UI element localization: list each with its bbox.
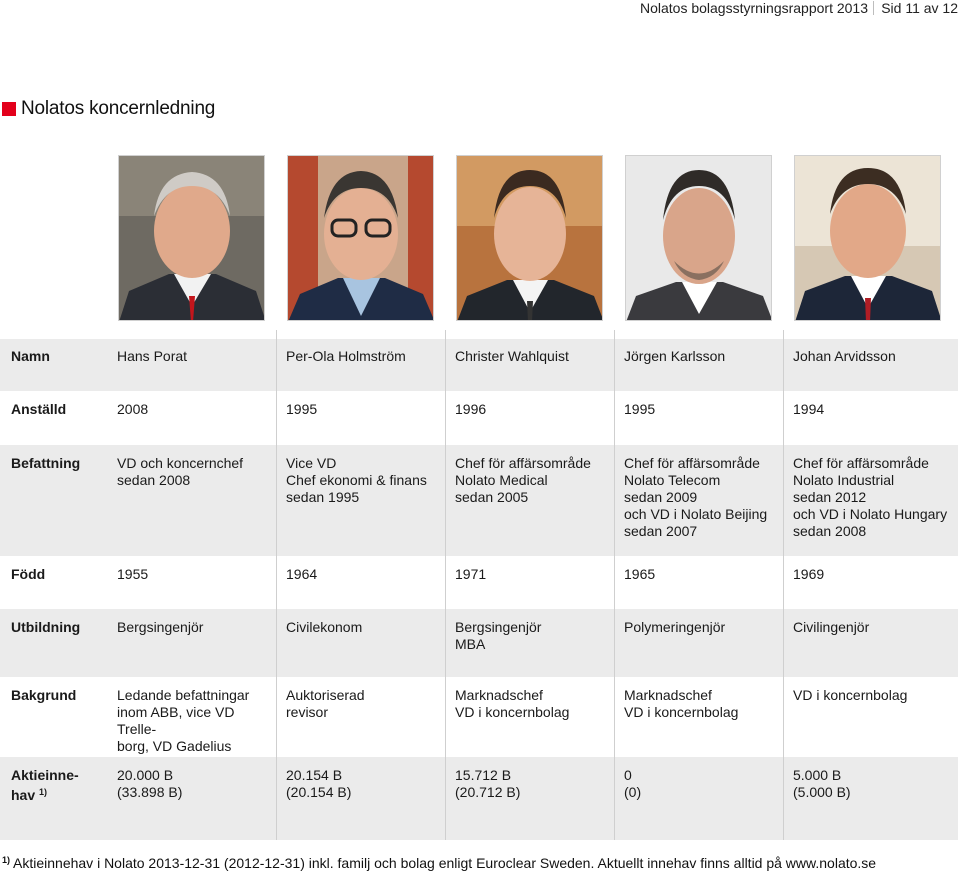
page-number: Sid 11 av 12 — [881, 0, 958, 16]
footnote-ref: 1) — [39, 787, 48, 797]
portrait-christer-wahlquist — [456, 155, 603, 321]
cell-value: Civilekonom — [286, 619, 363, 635]
report-title: Nolatos bolagsstyrningsrapport 2013 — [639, 0, 868, 16]
row-bakgrund: Bakgrund Ledande befattningar inom ABB, … — [0, 677, 958, 771]
section-title: Nolatos koncernledning — [21, 98, 216, 119]
portrait-hans-porat — [118, 155, 265, 321]
cell-value: Johan Arvidsson — [793, 348, 896, 364]
cell-value: 0 (0) — [624, 767, 642, 800]
cell-value: 2008 — [117, 401, 149, 417]
cell-value: Polymeringenjör — [624, 619, 726, 635]
cell-value: Per-Ola Holmström — [286, 348, 406, 364]
row-label-text: Aktieinne- hav — [11, 767, 79, 803]
row-label: Född — [11, 566, 46, 582]
cell-value: VD i koncernbolag — [793, 687, 908, 703]
row-anstalld: Anställd 2008 1995 1996 1995 1994 — [0, 391, 958, 445]
cell-value: Chef för affärsområde Nolato Industrial … — [793, 455, 948, 539]
cell-value: 1995 — [286, 401, 318, 417]
column-divider — [783, 330, 784, 840]
portrait-per-ola-holmstrom — [287, 155, 434, 321]
cell-value: 1994 — [793, 401, 825, 417]
row-label: Utbildning — [11, 619, 81, 635]
cell-value: Chef för affärsområde Nolato Medical sed… — [455, 455, 591, 505]
header-divider — [873, 1, 874, 15]
cell-value: Chef för affärsområde Nolato Telecom sed… — [624, 455, 768, 539]
row-namn: Namn Hans Porat Per-Ola Holmström Christ… — [0, 339, 958, 391]
cell-value: Christer Wahlquist — [455, 348, 569, 364]
footnote: 1) Aktieinnehav i Nolato 2013-12-31 (2012… — [2, 855, 876, 871]
cell-value: 1955 — [117, 566, 149, 582]
cell-value: 1964 — [286, 566, 318, 582]
page-header: Nolatos bolagsstyrningsrapport 2013 Sid … — [0, 0, 960, 16]
cell-value: VD och koncernchef sedan 2008 — [117, 455, 244, 488]
row-utbildning: Utbildning Bergsingenjör Civilekonom Ber… — [0, 609, 958, 677]
row-befattning: Befattning VD och koncernchef sedan 2008… — [0, 445, 958, 556]
cell-value: 20.000 B (33.898 B) — [117, 767, 183, 800]
cell-value: 1969 — [793, 566, 825, 582]
cell-value: 1995 — [624, 401, 656, 417]
row-label: Bakgrund — [11, 687, 77, 703]
row-label: Befattning — [11, 455, 81, 471]
row-aktieinnehav: Aktieinne- hav 1) 20.000 B (33.898 B) 20… — [0, 757, 958, 840]
row-label: Aktieinne- hav 1) — [11, 757, 106, 840]
red-square-icon — [2, 102, 16, 116]
section-heading: Nolatos koncernledning — [2, 97, 215, 121]
cell-value: Jörgen Karlsson — [624, 348, 726, 364]
cell-value: 20.154 B (20.154 B) — [286, 767, 352, 800]
footnote-marker: 1) — [2, 855, 11, 865]
cell-value: Marknadschef VD i koncernbolag — [624, 687, 739, 720]
row-fodd: Född 1955 1964 1971 1965 1969 — [0, 556, 958, 609]
column-divider — [614, 330, 615, 840]
cell-value: Hans Porat — [117, 348, 188, 364]
cell-value: Marknadschef VD i koncernbolag — [455, 687, 570, 720]
column-divider — [445, 330, 446, 840]
row-label: Anställd — [11, 401, 67, 417]
cell-value: Civilingenjör — [793, 619, 870, 635]
row-label: Namn — [11, 348, 50, 364]
cell-value: Bergsingenjör MBA — [455, 619, 542, 652]
column-divider — [276, 330, 277, 840]
cell-value: Ledande befattningar inom ABB, vice VD T… — [117, 687, 250, 771]
cell-value: Auktoriserad revisor — [286, 687, 365, 720]
footnote-text: Aktieinnehav i Nolato 2013-12-31 (2012-1… — [13, 855, 877, 871]
cell-value: 15.712 B (20.712 B) — [455, 767, 521, 800]
cell-value: Bergsingenjör — [117, 619, 204, 635]
cell-value: 1971 — [455, 566, 487, 582]
cell-value: Vice VD Chef ekonomi & finans sedan 1995 — [286, 455, 427, 505]
portrait-jorgen-karlsson — [625, 155, 772, 321]
cell-value: 1965 — [624, 566, 656, 582]
portrait-johan-arvidsson — [794, 155, 941, 321]
cell-value: 1996 — [455, 401, 487, 417]
cell-value: 5.000 B (5.000 B) — [793, 767, 851, 800]
